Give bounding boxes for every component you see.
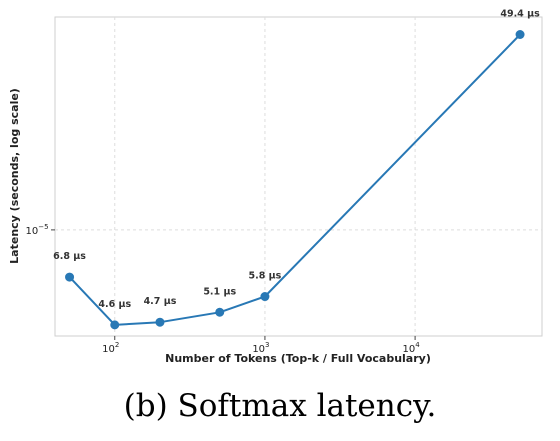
data-label: 5.1 µs [203, 286, 236, 297]
series-line [68, 33, 521, 326]
data-point [155, 317, 165, 327]
tick-labels: 102 103 104 10−5 [25, 223, 420, 355]
data-point [110, 320, 120, 330]
data-point [65, 272, 75, 282]
data-point [215, 307, 225, 317]
plot-area [54, 16, 543, 337]
figure-caption: (b) Softmax latency. [123, 388, 437, 424]
data-point [260, 292, 270, 302]
data-label: 4.6 µs [98, 299, 131, 310]
x-tick-label: 103 [252, 341, 269, 355]
x-axis-label: Number of Tokens (Top-k / Full Vocabular… [165, 352, 431, 365]
data-label: 49.4 µs [500, 9, 540, 20]
data-point [515, 30, 525, 40]
data-label: 4.7 µs [144, 296, 177, 307]
chart: 102 103 104 10−5 6.8 µs 4.6 µs 4.7 µs 5.1 µs 5.… [8, 9, 543, 365]
series [65, 30, 525, 330]
grid [55, 17, 542, 336]
x-tick-label: 102 [102, 341, 119, 355]
data-label: 5.8 µs [249, 271, 282, 282]
x-tick-label: 104 [402, 341, 420, 355]
y-tick-label: 10−5 [25, 223, 48, 237]
data-labels: 6.8 µs 4.6 µs 4.7 µs 5.1 µs 5.8 µs 49.4 µs [53, 9, 540, 310]
y-axis-label: Latency (seconds, log scale) [8, 88, 21, 264]
data-label: 6.8 µs [53, 251, 86, 262]
